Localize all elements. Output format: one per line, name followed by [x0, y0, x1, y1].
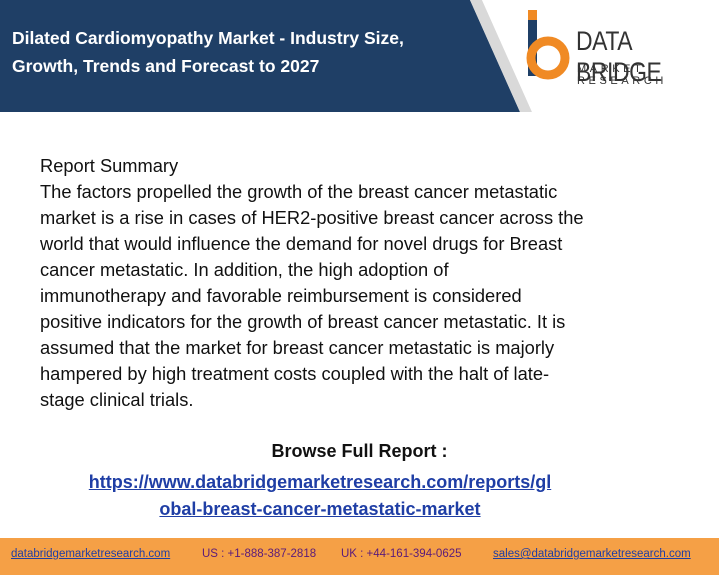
summary-line: assumed that the market for breast cance…	[40, 337, 555, 358]
title-line: Dilated Cardiomyopathy Market - Industry…	[12, 28, 404, 48]
summary-line: market is a rise in cases of HER2-positi…	[40, 207, 584, 228]
summary-line: stage clinical trials.	[40, 389, 194, 410]
logo-name: DATA BRIDGE	[576, 26, 662, 87]
title-line: Growth, Trends and Forecast to 2027	[12, 56, 320, 76]
heading: Report Summary	[40, 155, 179, 176]
uk-phone: UK : +44-161-394-0625	[341, 548, 462, 560]
summary: Report Summary The factors propelled the…	[40, 153, 584, 413]
footer: databridgemarketresearch.com US : +1-888…	[0, 538, 719, 575]
browse-label: Browse Full Report :	[271, 441, 448, 461]
summary-line: positive indicators for the growth of br…	[40, 311, 566, 332]
summary-line: immunotherapy and favorable reimbursemen…	[40, 285, 522, 306]
logo-tagline: MARKET RESEARCH	[577, 63, 667, 87]
summary-line: world that would influence the demand fo…	[40, 233, 563, 254]
summary-line: cancer metastatic. In addition, the high…	[40, 259, 449, 280]
report-link[interactable]: obal-breast-cancer-metastatic-market	[159, 499, 481, 519]
us-phone: US : +1-888-387-2818	[202, 548, 317, 560]
summary-line: hampered by high treatment costs coupled…	[40, 363, 550, 384]
summary-line: The factors propelled the growth of the …	[40, 181, 558, 202]
website-link[interactable]: databridgemarketresearch.com	[11, 548, 171, 560]
email-link[interactable]: sales@databridgemarketresearch.com	[493, 548, 691, 560]
header-background	[0, 0, 719, 112]
report-link[interactable]: https://www.databridgemarketresearch.com…	[88, 472, 552, 492]
